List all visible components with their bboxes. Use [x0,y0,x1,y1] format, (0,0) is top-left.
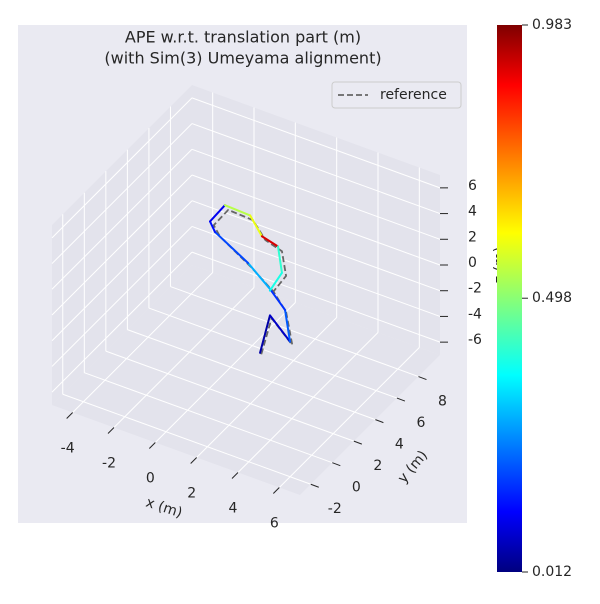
estimate-segment [260,235,280,248]
grid-line [84,372,333,464]
chart-subtitle: (with Sim(3) Umeyama alignment) [104,49,381,68]
grid-line [154,302,296,443]
x-tick-label: 2 [187,486,196,502]
grid-line [51,123,193,264]
x-tick-label: -4 [61,441,75,457]
grid-line [191,174,441,266]
tick-mark [332,462,341,467]
grid-line [72,272,214,413]
y-tick-label: -2 [328,501,342,517]
estimate-segment [249,214,263,238]
grid-line [196,317,338,458]
colorbar-tick-label: 0.983 [532,17,572,33]
grid-line [170,286,419,378]
z-tick-label: -2 [468,281,482,297]
tick-mark [310,483,319,488]
grid-line [51,148,193,290]
tick-mark [375,419,384,424]
z-tick-label: -6 [468,332,482,348]
estimate-segment [268,287,287,311]
grid-line [51,174,193,316]
grid-line [191,123,441,215]
x-tick-label: 0 [146,471,155,487]
grid-line [191,97,441,189]
y-tick-label: 0 [352,480,361,496]
estimate-segment [209,220,216,233]
chart-title: APE w.r.t. translation part (m) [125,28,361,47]
tick-mark [396,397,406,402]
estimate-segment [284,308,292,343]
legend-box [331,81,462,109]
estimate-segment [209,204,226,223]
estimate-segment [268,271,283,292]
grid-line [237,332,379,473]
z-tick-label: 0 [468,255,477,271]
grid-line [105,350,355,442]
grid-line [127,329,376,421]
legend-label: reference [380,87,447,103]
colorbar-tick-label: 0.498 [532,290,572,306]
estimate-segment [277,245,283,274]
tick-mark [148,442,156,449]
grid-line [113,287,255,428]
tick-mark [66,412,74,419]
x-tick-label: 6 [270,516,279,532]
grid-line [191,251,441,343]
tick-mark [231,472,239,479]
estimate-segment [247,261,271,290]
colorbar [497,25,522,572]
estimate-segment [213,230,250,264]
x-tick-label: -2 [102,456,116,472]
z-tick-label: 6 [468,178,477,194]
estimate-segment [223,204,252,217]
z-tick-label: 4 [468,204,477,220]
grid-line [51,226,193,367]
tick-mark [353,440,363,445]
grid-line [51,251,193,393]
grid-line [51,97,193,239]
y-tick-label: 8 [438,394,447,410]
z-tick-label: -4 [468,306,482,322]
grid-line [191,148,441,240]
grid-line [148,307,398,399]
x-tick-label: 4 [229,501,238,517]
grid-line [51,200,193,342]
tick-mark [272,487,280,494]
y-tick-label: 6 [416,415,425,431]
tick-mark [190,457,198,464]
y-tick-label: 2 [373,458,382,474]
grid-line [62,393,311,485]
tick-mark [107,427,115,434]
z-tick-label: 2 [468,229,477,245]
y-tick-label: 4 [395,437,404,453]
tick-mark [418,376,427,381]
grid-line [278,347,420,488]
estimate-segment [259,314,271,354]
grid-line [191,225,441,317]
grid-line [191,200,441,292]
estimate-segment [268,314,292,343]
colorbar-tick-label: 0.012 [532,564,572,580]
